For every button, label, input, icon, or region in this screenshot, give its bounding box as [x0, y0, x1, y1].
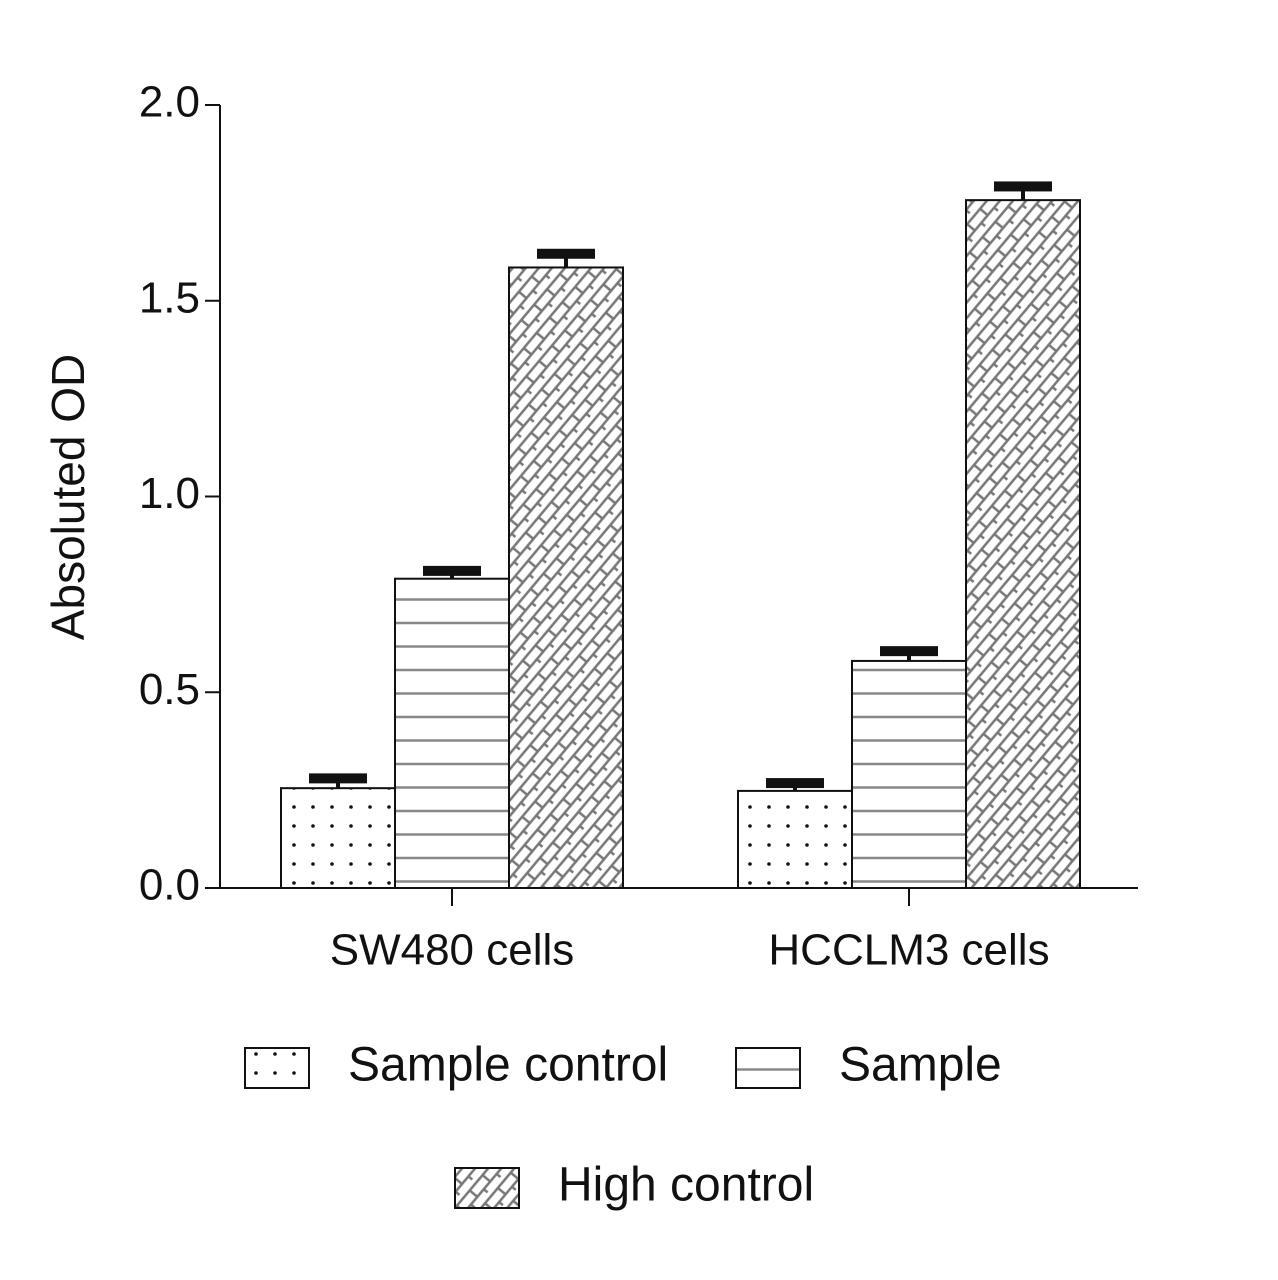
- bar: [737, 789, 853, 890]
- bar: [851, 659, 967, 889]
- legend-swatch: [244, 1047, 310, 1089]
- bar: [965, 199, 1081, 889]
- bar: [280, 787, 396, 889]
- error-cap: [766, 778, 824, 789]
- error-cap: [309, 773, 367, 784]
- error-cap: [537, 248, 595, 259]
- legend-swatch: [735, 1047, 801, 1089]
- bar: [508, 266, 624, 890]
- y-tick-label: 1.5: [139, 273, 200, 322]
- error-cap: [880, 646, 938, 657]
- legend-swatch: [454, 1167, 520, 1209]
- legend-label: Sample control: [348, 1039, 668, 1092]
- legend-label: High control: [558, 1159, 814, 1212]
- y-tick-label: 2.0: [139, 78, 200, 127]
- bar: [394, 577, 510, 890]
- error-cap: [994, 181, 1052, 192]
- y-tick-label: 0.5: [139, 665, 200, 714]
- x-tick-label: HCCLM3 cells: [768, 926, 1049, 975]
- x-tick-label: SW480 cells: [330, 926, 575, 975]
- error-cap: [423, 565, 481, 576]
- y-tick-label: 0.0: [139, 861, 200, 910]
- legend-label: Sample: [839, 1039, 1002, 1092]
- y-axis-label: Absoluted OD: [42, 354, 94, 640]
- y-tick-label: 1.0: [139, 469, 200, 518]
